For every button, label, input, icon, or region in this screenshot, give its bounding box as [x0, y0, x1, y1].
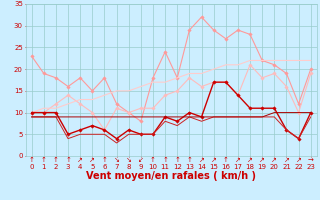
X-axis label: Vent moyen/en rafales ( km/h ): Vent moyen/en rafales ( km/h ) — [86, 171, 256, 181]
